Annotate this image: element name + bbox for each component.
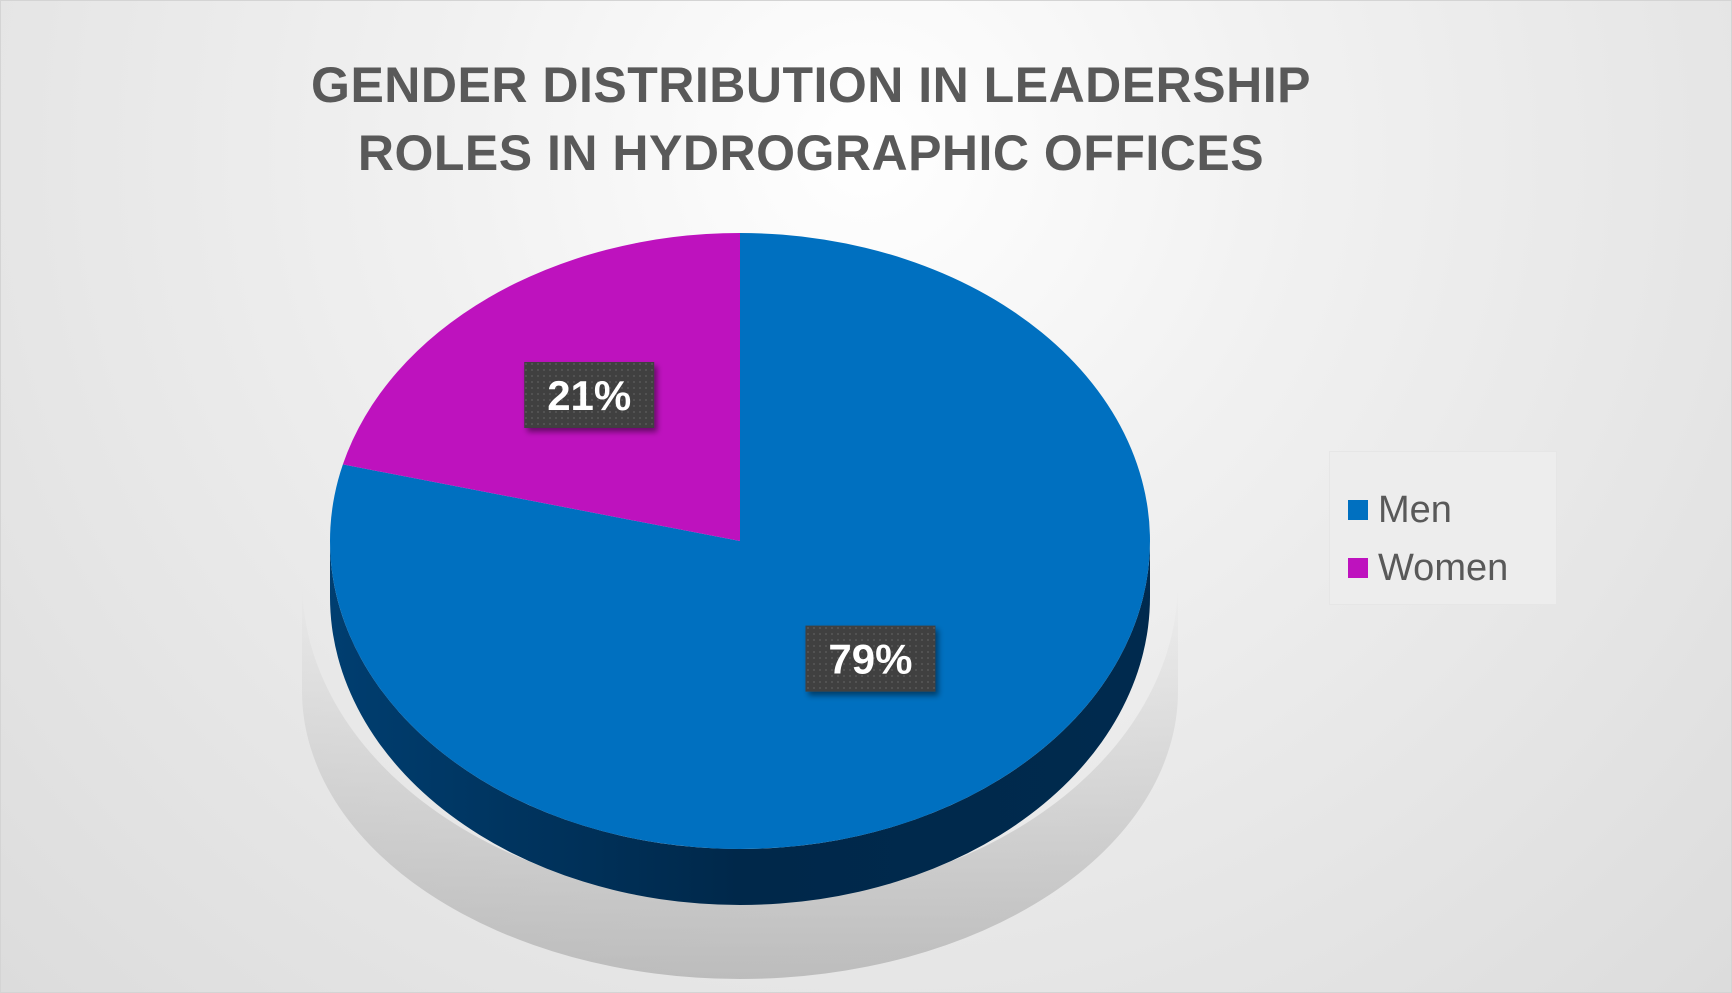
pie-side-wall xyxy=(330,541,1150,905)
pie-floor-shadow xyxy=(302,581,1178,979)
legend-label-women: Women xyxy=(1378,546,1509,589)
data-label-men: 79% xyxy=(805,625,936,692)
legend-label-men: Men xyxy=(1378,488,1452,531)
legend-item-women: Women xyxy=(1348,546,1509,589)
chart-title: GENDER DISTRIBUTION IN LEADERSHIP ROLES … xyxy=(161,51,1461,187)
chart-title-line-1: GENDER DISTRIBUTION IN LEADERSHIP xyxy=(311,57,1311,113)
pie-slice-men xyxy=(329,233,1150,849)
legend-item-men: Men xyxy=(1348,488,1452,531)
data-label-women: 21% xyxy=(524,361,655,428)
legend: Men Women xyxy=(1329,451,1557,605)
data-label-box-men xyxy=(805,625,936,692)
legend-swatch-men xyxy=(1348,500,1368,520)
chart-title-line-2: ROLES IN HYDROGRAPHIC OFFICES xyxy=(357,125,1265,181)
data-label-text-women: 21% xyxy=(547,372,631,419)
data-label-box-women xyxy=(524,361,655,428)
legend-swatch-women xyxy=(1348,558,1368,578)
data-label-text-men: 79% xyxy=(828,636,912,683)
